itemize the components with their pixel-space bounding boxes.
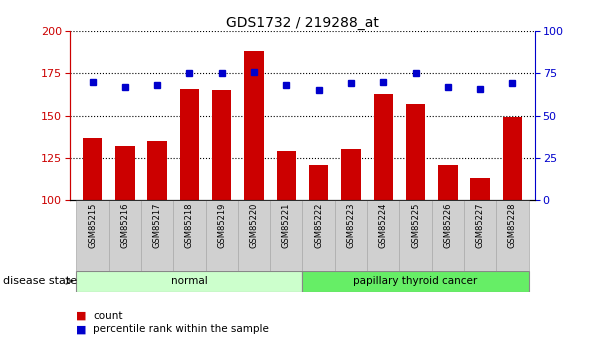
Bar — [277, 151, 296, 200]
Bar — [270, 200, 302, 271]
Text: GSM85220: GSM85220 — [249, 202, 258, 248]
Bar — [147, 141, 167, 200]
Text: percentile rank within the sample: percentile rank within the sample — [93, 325, 269, 334]
Bar — [432, 200, 464, 271]
Text: GSM85228: GSM85228 — [508, 202, 517, 248]
Bar — [115, 146, 134, 200]
Bar — [503, 117, 522, 200]
Bar — [367, 200, 399, 271]
Text: GSM85218: GSM85218 — [185, 202, 194, 248]
Text: GSM85227: GSM85227 — [475, 202, 485, 248]
Bar — [373, 93, 393, 200]
Text: GSM85223: GSM85223 — [347, 202, 356, 248]
Text: GSM85219: GSM85219 — [217, 202, 226, 248]
Bar — [399, 200, 432, 271]
Bar — [77, 200, 109, 271]
Bar — [206, 200, 238, 271]
Bar — [438, 165, 457, 200]
Text: GSM85216: GSM85216 — [120, 202, 130, 248]
Text: GSM85222: GSM85222 — [314, 202, 323, 248]
Bar — [309, 165, 328, 200]
Bar — [496, 200, 528, 271]
Bar — [303, 200, 335, 271]
Text: disease state: disease state — [3, 276, 77, 286]
Text: GSM85217: GSM85217 — [153, 202, 162, 248]
Text: ■: ■ — [76, 325, 86, 334]
Text: count: count — [93, 311, 123, 321]
Bar — [109, 200, 141, 271]
Bar — [212, 90, 232, 200]
Text: GSM85221: GSM85221 — [282, 202, 291, 248]
Text: GSM85224: GSM85224 — [379, 202, 388, 248]
Bar — [77, 271, 302, 292]
Bar — [464, 200, 496, 271]
Text: ■: ■ — [76, 311, 86, 321]
Text: papillary thyroid cancer: papillary thyroid cancer — [353, 276, 478, 286]
Bar — [406, 104, 425, 200]
Bar — [335, 200, 367, 271]
Text: GSM85215: GSM85215 — [88, 202, 97, 248]
Text: GSM85226: GSM85226 — [443, 202, 452, 248]
Bar — [303, 271, 528, 292]
Text: normal: normal — [171, 276, 208, 286]
Bar — [173, 200, 206, 271]
Bar — [83, 138, 102, 200]
Bar — [238, 200, 270, 271]
Bar — [341, 149, 361, 200]
Text: GSM85225: GSM85225 — [411, 202, 420, 248]
Bar — [244, 51, 264, 200]
Bar — [180, 89, 199, 200]
Bar — [471, 178, 490, 200]
Title: GDS1732 / 219288_at: GDS1732 / 219288_at — [226, 16, 379, 30]
Bar — [141, 200, 173, 271]
